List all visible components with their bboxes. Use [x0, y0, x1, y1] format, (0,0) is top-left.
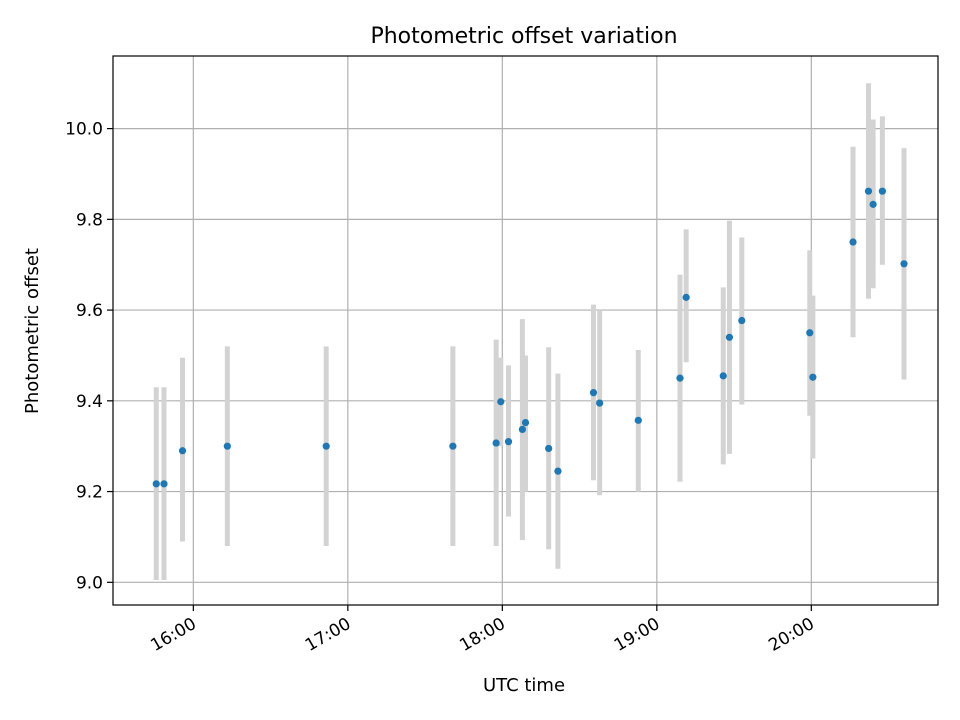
data-point: [152, 480, 160, 488]
data-point: [518, 425, 527, 434]
data-point: [676, 374, 684, 382]
data-point: [809, 373, 817, 381]
data-point: [596, 399, 604, 407]
y-tick-label: 9.0: [76, 573, 103, 593]
y-axis-label: Photometric offset: [22, 248, 43, 414]
data-point: [521, 419, 530, 427]
data-point: [725, 333, 734, 341]
x-tick-label: 18:00: [456, 614, 508, 656]
x-tick-label: 17:00: [302, 614, 354, 656]
data-point: [878, 187, 886, 195]
data-point: [545, 444, 553, 453]
y-tick-label: 9.2: [76, 483, 103, 503]
data-point: [492, 439, 500, 447]
data-point: [223, 442, 231, 450]
data-point: [554, 467, 562, 475]
x-tick-label: 19:00: [611, 614, 663, 656]
data-point: [178, 447, 187, 455]
data-point: [497, 398, 505, 406]
plot-frame: [112, 55, 939, 606]
data-point: [738, 316, 746, 325]
data-points: [152, 187, 908, 488]
data-point: [806, 329, 814, 337]
data-point: [682, 293, 690, 301]
grid-lines: [113, 56, 938, 605]
data-point: [849, 238, 857, 246]
data-point: [900, 260, 908, 268]
y-tick-label: 10.0: [65, 120, 103, 140]
data-point: [864, 187, 873, 195]
y-tick-label: 9.6: [76, 301, 103, 321]
y-tick-label: 9.8: [76, 210, 103, 230]
y-tick-label: 9.4: [76, 392, 103, 412]
data-point: [719, 372, 727, 380]
data-point: [869, 200, 877, 208]
data-point: [160, 480, 168, 488]
x-axis-label: UTC time: [483, 675, 565, 696]
chart-title: Photometric offset variation: [370, 24, 677, 49]
data-point: [504, 438, 513, 446]
x-tick-label: 20:00: [765, 614, 817, 656]
data-point: [589, 389, 598, 397]
data-point: [322, 442, 330, 450]
data-point: [634, 416, 642, 424]
data-point: [449, 442, 457, 450]
x-tick-label: 16:00: [147, 614, 199, 656]
plot-area: [113, 56, 938, 605]
